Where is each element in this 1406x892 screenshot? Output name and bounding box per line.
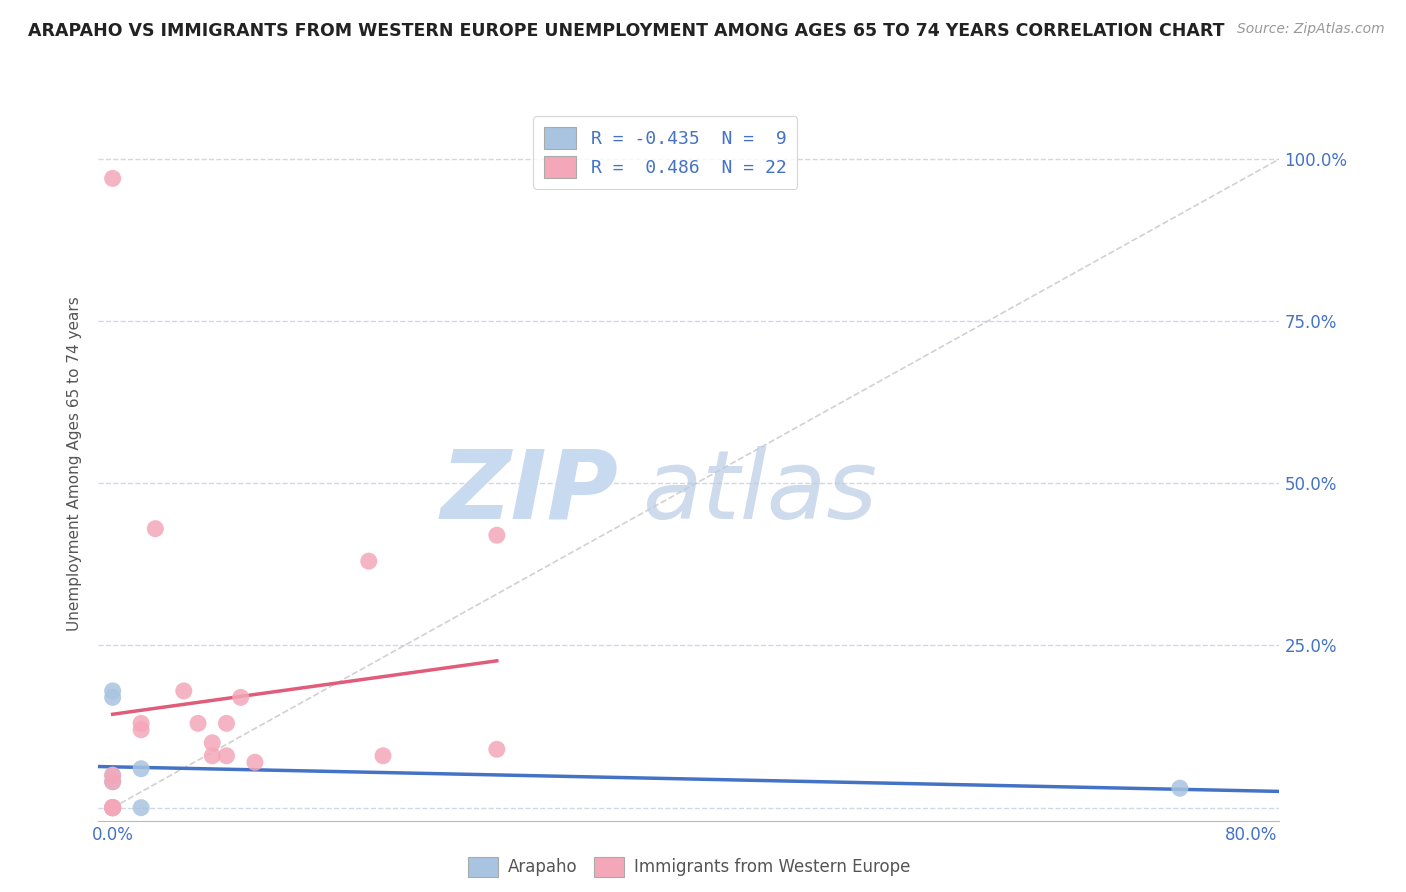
- Point: [101, 774, 124, 789]
- Point: [101, 800, 124, 814]
- Point: [101, 690, 124, 705]
- Point: [129, 800, 152, 814]
- Text: ARAPAHO VS IMMIGRANTS FROM WESTERN EUROPE UNEMPLOYMENT AMONG AGES 65 TO 74 YEARS: ARAPAHO VS IMMIGRANTS FROM WESTERN EUROP…: [28, 22, 1225, 40]
- Point: [187, 716, 209, 731]
- Point: [101, 774, 124, 789]
- Point: [101, 768, 124, 782]
- Point: [371, 748, 394, 763]
- Text: ZIP: ZIP: [440, 446, 619, 539]
- Point: [101, 768, 124, 782]
- Point: [1168, 781, 1191, 796]
- Legend: Arapaho, Immigrants from Western Europe: Arapaho, Immigrants from Western Europe: [461, 850, 917, 884]
- Point: [485, 528, 508, 542]
- Point: [143, 522, 166, 536]
- Point: [201, 736, 224, 750]
- Point: [173, 684, 195, 698]
- Point: [101, 800, 124, 814]
- Point: [101, 800, 124, 814]
- Point: [243, 756, 266, 770]
- Point: [215, 716, 238, 731]
- Point: [129, 723, 152, 737]
- Point: [201, 748, 224, 763]
- Point: [101, 800, 124, 814]
- Point: [129, 716, 152, 731]
- Point: [485, 742, 508, 756]
- Point: [357, 554, 380, 568]
- Point: [229, 690, 252, 705]
- Point: [101, 800, 124, 814]
- Text: Source: ZipAtlas.com: Source: ZipAtlas.com: [1237, 22, 1385, 37]
- Text: atlas: atlas: [641, 446, 877, 539]
- Point: [101, 684, 124, 698]
- Y-axis label: Unemployment Among Ages 65 to 74 years: Unemployment Among Ages 65 to 74 years: [67, 296, 83, 632]
- Point: [101, 171, 124, 186]
- Point: [101, 800, 124, 814]
- Point: [215, 748, 238, 763]
- Point: [129, 762, 152, 776]
